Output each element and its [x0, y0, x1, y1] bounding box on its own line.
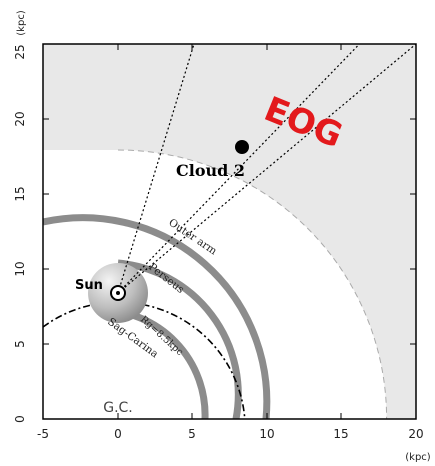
y-ticks	[43, 43, 416, 420]
cloud-2-marker	[235, 140, 249, 154]
gc-label: G.C.	[103, 400, 133, 416]
x-tick-label: 5	[188, 427, 196, 441]
plot-frame	[42, 43, 417, 420]
x-axis-unit: (kpc)	[405, 452, 431, 463]
sight-line-upper	[117, 44, 195, 294]
outer-arm	[43, 214, 271, 419]
y-axis-unit: (kpc)	[16, 10, 27, 36]
sight-line-lower	[117, 44, 416, 294]
y-tick-label: 20	[13, 111, 27, 126]
x-tick-label: 15	[333, 427, 348, 441]
y-tick-label: 0	[13, 415, 27, 423]
y-tick-label: 5	[13, 340, 27, 348]
x-ticks	[42, 44, 417, 419]
cloud-line	[117, 44, 389, 294]
y-tick-label: 10	[13, 261, 27, 276]
y-tick-label: 15	[13, 186, 27, 201]
x-tick-label: 10	[259, 427, 274, 441]
cloud-2-label: Cloud 2	[176, 161, 245, 180]
sun-label: Sun	[75, 278, 103, 293]
x-tick-label: 0	[114, 427, 122, 441]
x-tick-label: 20	[408, 427, 423, 441]
x-tick-label: -5	[37, 427, 49, 441]
rg-circle	[43, 301, 246, 419]
y-tick-label: 25	[13, 44, 27, 59]
perseus-arm	[117, 259, 242, 419]
sun-marker-dot	[116, 291, 120, 295]
disk-boundary	[117, 149, 388, 419]
